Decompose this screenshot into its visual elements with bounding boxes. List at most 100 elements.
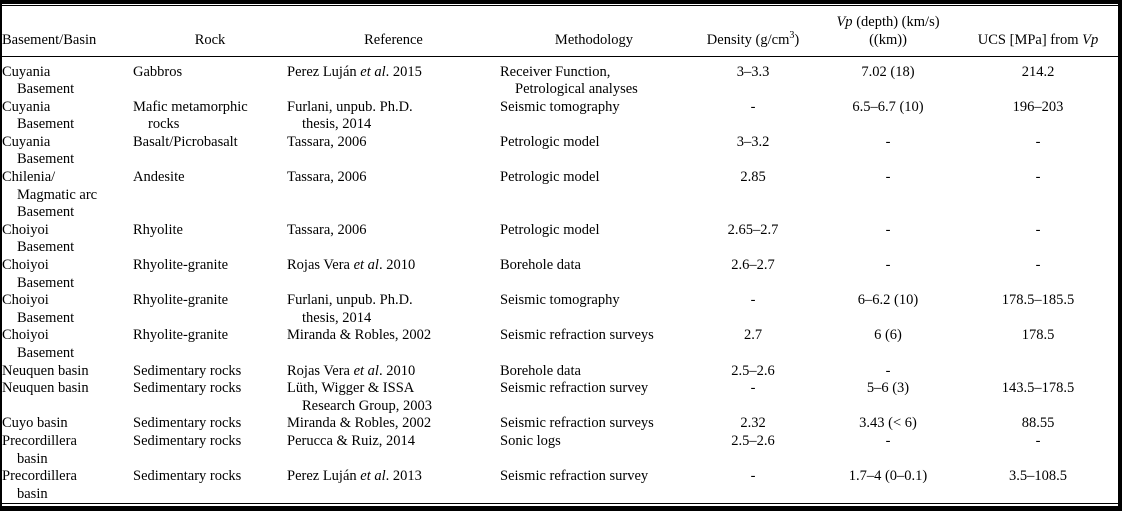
rock-properties-table: Basement/Basin Rock Reference Methodology De…: [2, 6, 1118, 503]
cell-line: 6–6.2 (10): [857, 292, 919, 309]
cell-ucs: 196–203: [958, 99, 1118, 134]
cell-reference: Rojas Vera et al. 2010: [287, 257, 500, 292]
cell-line: Precordillera: [2, 432, 77, 449]
cell-line: 3.43 (< 6): [859, 415, 917, 432]
cell-line: Magmatic arc: [17, 186, 98, 203]
cell-line: 3–3.2: [736, 133, 770, 150]
cell-line: Choiyoi: [2, 257, 49, 274]
table-row: Cuyo basin Sedimentary rocks Miranda & Rob…: [2, 415, 1118, 433]
cell-line: 178.5: [1021, 327, 1055, 344]
table-row: Precordillera basin Sedimentary rocks Perez…: [2, 468, 1118, 503]
table-rules-wrap: Basement/Basin Rock Reference Methodology De…: [2, 5, 1118, 504]
cell-line: Basement: [17, 151, 75, 168]
cell-line: Basement: [17, 116, 75, 133]
cell-density: 2.7: [688, 327, 818, 362]
cell-density: 2.85: [688, 169, 818, 222]
cell-line: Seismic refraction surveys: [500, 327, 654, 344]
cell-line: -: [1035, 257, 1041, 274]
cell-line: Neuquen basin: [2, 380, 89, 397]
column-header-reference: Reference: [287, 6, 500, 57]
cell-density: 2.65–2.7: [688, 222, 818, 257]
cell-line: 1.7–4 (0–0.1): [848, 468, 928, 485]
cell-density: 2.5–2.6: [688, 363, 818, 381]
column-header-vp-depth: Vp (depth) (km/s) ((km)): [818, 6, 958, 57]
cell-line: 2.85: [740, 169, 766, 186]
table-row: Choiyoi Basement Rhyolite-granite Miranda &…: [2, 327, 1118, 362]
cell-rock: Sedimentary rocks: [133, 415, 287, 433]
cell-vp-depth: -: [818, 257, 958, 292]
cell-line: Miranda & Robles, 2002: [287, 415, 432, 432]
cell-line: Borehole data: [500, 362, 581, 379]
cell-line: UCS [MPa] from Vp: [977, 31, 1099, 48]
cell-line: Seismic refraction survey: [500, 468, 649, 485]
cell-line: basin: [17, 450, 48, 467]
cell-reference: Tassara, 2006: [287, 222, 500, 257]
cell-density: 2.5–2.6: [688, 433, 818, 468]
cell-line: Cuyania: [2, 133, 51, 150]
table-sheet: Basement/Basin Rock Reference Methodology De…: [2, 4, 1118, 506]
cell-basement-basin: Choiyoi Basement: [2, 327, 133, 362]
table-row: Choiyoi Basement Rhyolite-granite Rojas Ver…: [2, 257, 1118, 292]
cell-basement-basin: Neuquen basin: [2, 380, 133, 415]
cell-reference: Lüth, Wigger & ISSA Research Group, 2003: [287, 380, 500, 415]
cell-ucs: 214.2: [958, 56, 1118, 99]
cell-reference: Rojas Vera et al. 2010: [287, 363, 500, 381]
cell-reference: Miranda & Robles, 2002: [287, 415, 500, 433]
cell-line: Tassara, 2006: [287, 221, 367, 238]
cell-ucs: -: [958, 257, 1118, 292]
cell-basement-basin: Precordillera basin: [2, 433, 133, 468]
cell-line: Choiyoi: [2, 327, 49, 344]
cell-line: Rock: [194, 31, 226, 48]
cell-line: Petrologic model: [500, 221, 600, 238]
cell-rock: Sedimentary rocks: [133, 363, 287, 381]
cell-line: 6.5–6.7 (10): [852, 98, 924, 115]
cell-line: Basement/Basin: [2, 31, 97, 48]
cell-line: Perez Luján et al. 2013: [287, 468, 422, 485]
cell-line: Furlani, unpub. Ph.D.: [287, 292, 413, 309]
cell-ucs: 88.55: [958, 415, 1118, 433]
cell-line: 214.2: [1021, 63, 1055, 80]
cell-vp-depth: 5–6 (3): [818, 380, 958, 415]
cell-line: Rojas Vera et al. 2010: [287, 362, 416, 379]
cell-line: 6 (6): [874, 327, 902, 344]
cell-line: Mafic metamorphic: [133, 98, 248, 115]
cell-ucs: 3.5–108.5: [958, 468, 1118, 503]
cell-vp-depth: 6 (6): [818, 327, 958, 362]
cell-vp-depth: -: [818, 363, 958, 381]
cell-vp-depth: 6–6.2 (10): [818, 292, 958, 327]
cell-line: -: [750, 98, 756, 115]
cell-line: -: [885, 257, 891, 274]
cell-line: Andesite: [133, 169, 185, 186]
cell-methodology: Borehole data: [500, 257, 688, 292]
cell-density: 2.6–2.7: [688, 257, 818, 292]
cell-line: -: [750, 380, 756, 397]
cell-line: 2.32: [740, 415, 766, 432]
cell-line: Tassara, 2006: [287, 133, 367, 150]
cell-line: Petrologic model: [500, 133, 600, 150]
cell-methodology: Petrologic model: [500, 134, 688, 169]
cell-line: Basement: [17, 204, 75, 221]
cell-ucs: 178.5–185.5: [958, 292, 1118, 327]
cell-methodology: Borehole data: [500, 363, 688, 381]
cell-basement-basin: Choiyoi Basement: [2, 292, 133, 327]
cell-line: rocks: [148, 116, 180, 133]
cell-density: 3–3.3: [688, 56, 818, 99]
cell-line: Miranda & Robles, 2002: [287, 327, 432, 344]
cell-reference: Perez Luján et al. 2015: [287, 56, 500, 99]
cell-line: Borehole data: [500, 257, 581, 274]
cell-line: -: [750, 292, 756, 309]
cell-basement-basin: Cuyania Basement: [2, 134, 133, 169]
cell-line: 178.5–185.5: [1001, 292, 1075, 309]
cell-basement-basin: Cuyania Basement: [2, 99, 133, 134]
cell-line: -: [885, 362, 891, 379]
cell-rock: Rhyolite: [133, 222, 287, 257]
cell-line: Chilenia/: [2, 169, 56, 186]
cell-line: Choiyoi: [2, 292, 49, 309]
cell-ucs: -: [958, 433, 1118, 468]
cell-line: 3.5–108.5: [1009, 468, 1067, 485]
cell-basement-basin: Neuquen basin: [2, 363, 133, 381]
cell-vp-depth: 1.7–4 (0–0.1): [818, 468, 958, 503]
cell-ucs: 143.5–178.5: [958, 380, 1118, 415]
cell-line: Basement: [17, 274, 75, 291]
cell-line: basin: [17, 485, 48, 502]
